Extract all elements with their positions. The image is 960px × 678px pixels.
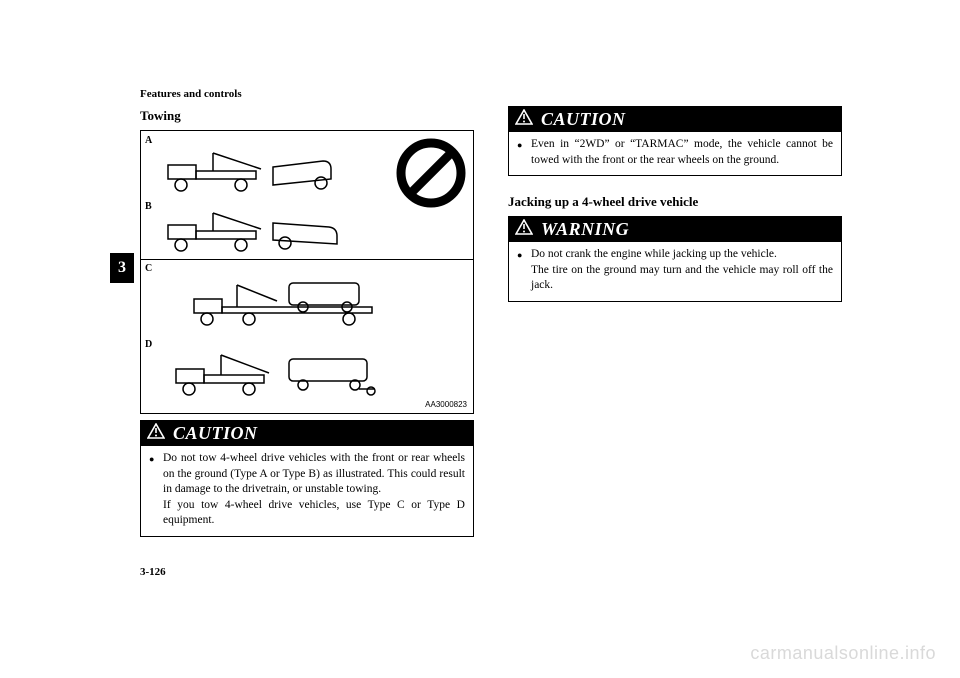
caution-body: Do not tow 4-wheel drive vehicles with t… [141, 446, 473, 536]
prohibit-icon [395, 137, 467, 209]
left-column: Towing A B C D [140, 106, 472, 537]
caution-title: CAUTION [173, 423, 258, 444]
watermark: carmanualsonline.info [750, 643, 936, 664]
towing-heading: Towing [140, 108, 472, 124]
towing-type-d-illustration [171, 349, 461, 405]
caution-item: Even in “2WD” or “TARMAC” mode, the vehi… [529, 137, 833, 168]
warning-item: Do not crank the engine while jacking up… [529, 247, 833, 294]
warning-title: WARNING [541, 219, 629, 240]
warning-triangle-icon [515, 109, 533, 130]
caution-title: CAUTION [541, 109, 626, 130]
warning-body: Do not crank the engine while jacking up… [509, 242, 841, 301]
figure-label-b: B [145, 201, 152, 212]
running-header: Features and controls [140, 88, 840, 100]
right-column: CAUTION Even in “2WD” or “TARMAC” mode, … [508, 106, 840, 537]
caution-box-mode: CAUTION Even in “2WD” or “TARMAC” mode, … [508, 106, 842, 176]
caution-header: CAUTION [141, 421, 473, 446]
chapter-tab: 3 [110, 253, 134, 283]
jacking-heading: Jacking up a 4-wheel drive vehicle [508, 194, 840, 210]
caution-item: Do not tow 4-wheel drive vehicles with t… [161, 451, 465, 529]
caution-box-towing: CAUTION Do not tow 4-wheel drive vehicle… [140, 420, 474, 537]
figure-code: AA3000823 [425, 400, 467, 409]
figure-divider [141, 259, 473, 260]
towing-type-a-illustration [163, 147, 383, 197]
warning-triangle-icon [515, 219, 533, 240]
figure-label-a: A [145, 135, 152, 146]
warning-triangle-icon [147, 423, 165, 444]
page-number: 3-126 [140, 566, 166, 578]
figure-label-c: C [145, 263, 152, 274]
towing-figure: A B C D [140, 130, 474, 414]
caution-header: CAUTION [509, 107, 841, 132]
towing-type-b-illustration [163, 209, 423, 257]
page-content: Features and controls Towing A B C D [140, 88, 840, 537]
figure-label-d: D [145, 339, 152, 350]
caution-body: Even in “2WD” or “TARMAC” mode, the vehi… [509, 132, 841, 175]
towing-type-c-illustration [189, 271, 449, 333]
warning-box-jacking: WARNING Do not crank the engine while ja… [508, 216, 842, 302]
warning-header: WARNING [509, 217, 841, 242]
